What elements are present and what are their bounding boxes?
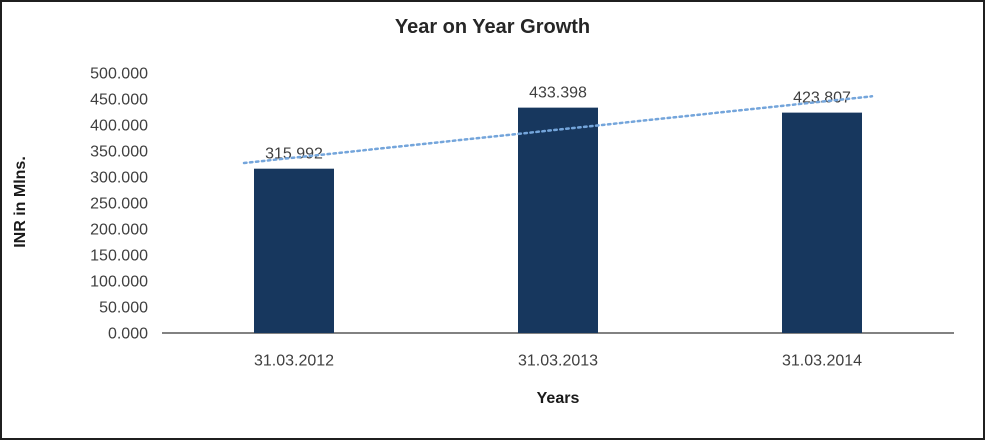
y-tick-label: 300.000 (90, 170, 148, 187)
y-tick-label: 350.000 (90, 144, 148, 161)
x-axis-title: Years (536, 390, 580, 407)
x-tick-label: 31.03.2014 (782, 353, 862, 370)
y-tick-label: 250.000 (90, 196, 148, 213)
trendline (242, 95, 874, 165)
bar (518, 107, 598, 333)
bar-data-label: 433.398 (529, 85, 587, 102)
y-tick-label: 450.000 (90, 92, 148, 109)
x-tick-label: 31.03.2012 (254, 353, 334, 370)
y-tick-label: 400.000 (90, 118, 148, 135)
y-tick-label: 150.000 (90, 248, 148, 265)
x-tick-label: 31.03.2013 (518, 353, 598, 370)
y-tick-label: 0.000 (108, 326, 148, 343)
y-tick-label: 100.000 (90, 274, 148, 291)
chart-title: Year on Year Growth (394, 16, 591, 38)
bar (254, 168, 334, 333)
bar (782, 112, 862, 333)
y-tick-label: 50.000 (99, 300, 148, 317)
y-tick-label: 200.000 (90, 222, 148, 239)
y-tick-label: 500.000 (90, 66, 148, 83)
